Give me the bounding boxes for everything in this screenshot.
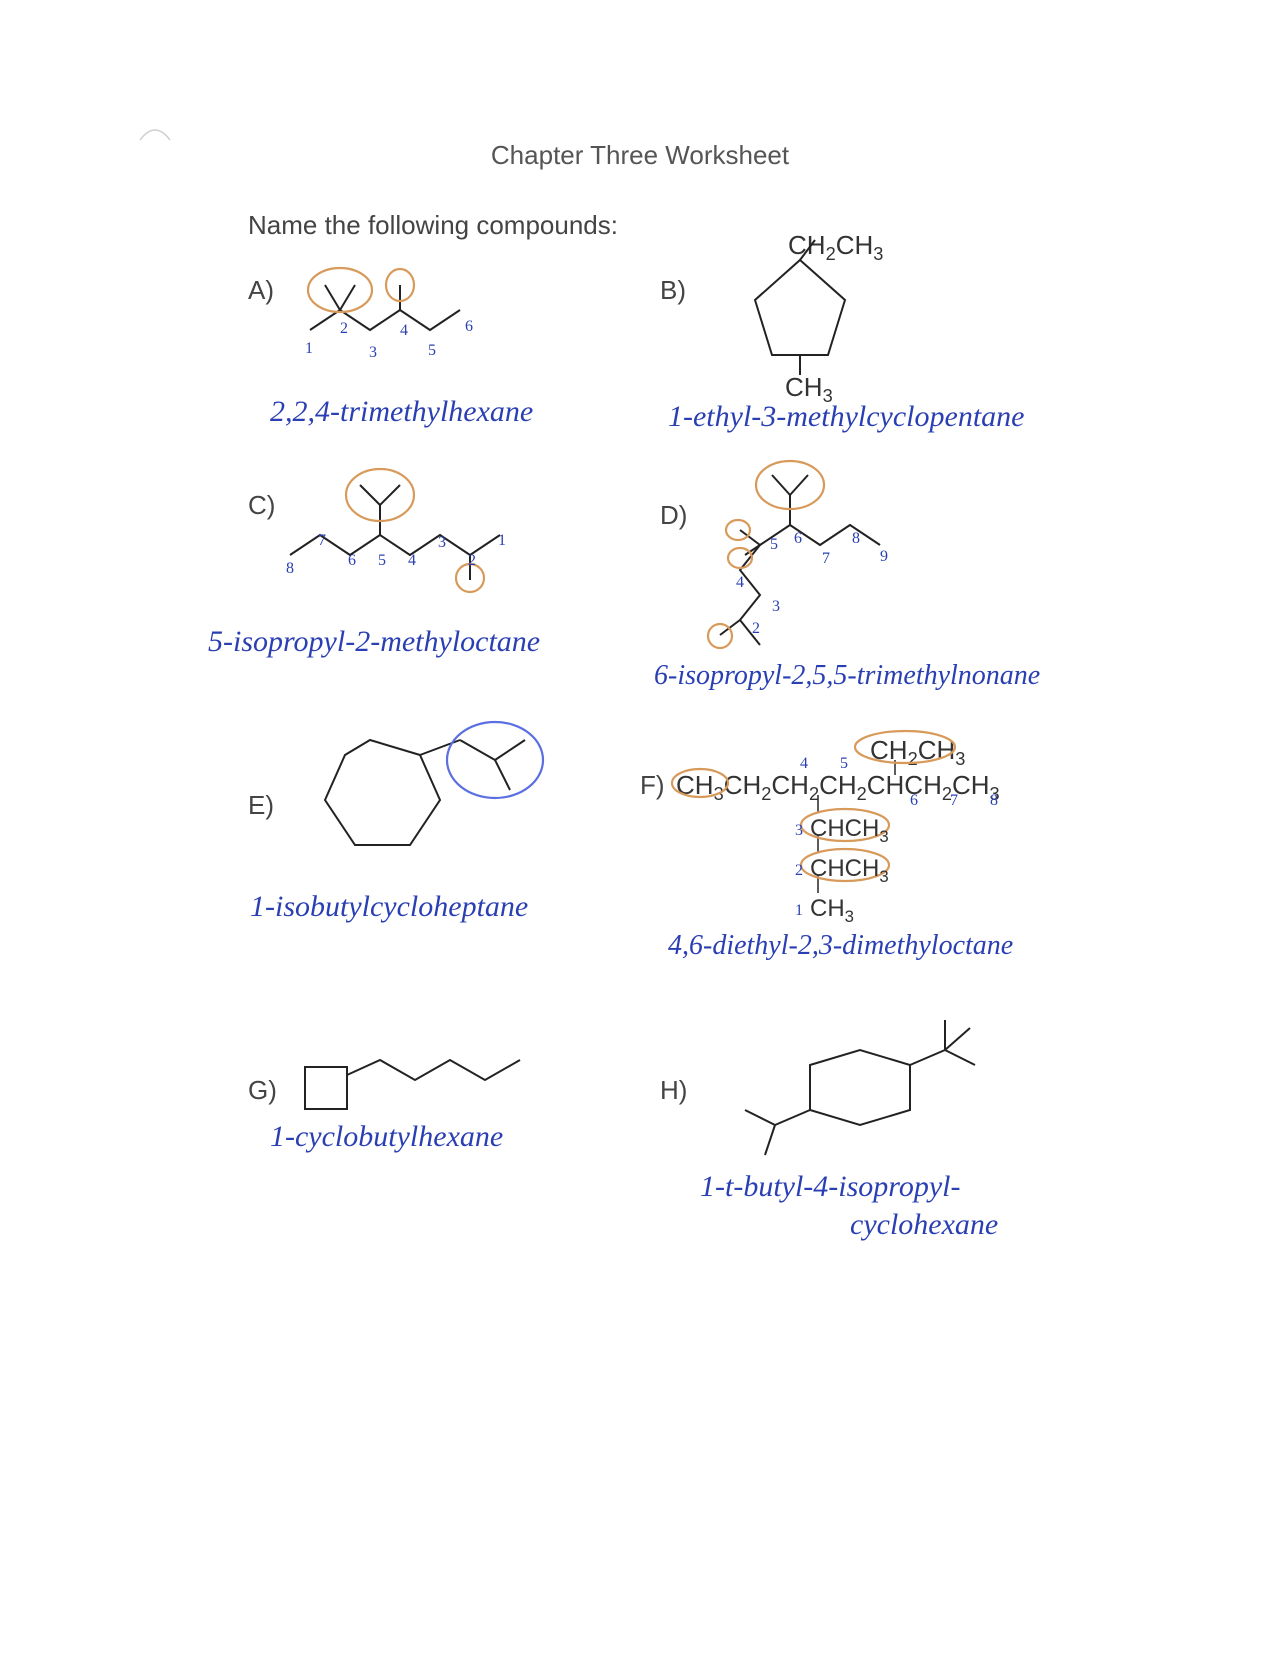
label-D: D)	[660, 500, 687, 531]
num-F4: 4	[800, 755, 808, 773]
answer-F: 4,6-diethyl-2,3-dimethyloctane	[668, 930, 1013, 962]
label-C: C)	[248, 490, 275, 521]
structure-E	[300, 720, 550, 890]
label-F: F)	[640, 770, 665, 801]
num-A2: 2	[340, 320, 348, 338]
num-C5: 5	[378, 552, 386, 570]
label-A: A)	[248, 275, 274, 306]
structure-D	[700, 450, 1000, 660]
num-C2: 2	[468, 552, 476, 570]
num-A3: 3	[369, 344, 377, 362]
num-C8: 8	[286, 560, 294, 578]
page-title: Chapter Three Worksheet	[0, 140, 1280, 171]
num-D4: 4	[736, 574, 744, 592]
num-D9: 9	[880, 548, 888, 566]
label-E: E)	[248, 790, 274, 821]
num-C6: 6	[348, 552, 356, 570]
num-F7: 7	[950, 792, 958, 810]
label-H: H)	[660, 1075, 687, 1106]
answer-H1: 1-t-butyl-4-isopropyl-	[700, 1170, 961, 1204]
answer-H2: cyclohexane	[850, 1208, 998, 1242]
num-D3: 3	[772, 598, 780, 616]
num-F2: 2	[795, 862, 803, 880]
structure-G	[300, 1045, 560, 1125]
num-F3: 3	[795, 822, 803, 840]
num-A5: 5	[428, 342, 436, 360]
num-D6: 6	[794, 530, 802, 548]
num-A1: 1	[305, 340, 313, 358]
num-C4: 4	[408, 552, 416, 570]
num-C3: 3	[438, 534, 446, 552]
structure-B	[720, 255, 880, 385]
formula-F-l3: CHCH3	[810, 855, 889, 887]
answer-B: 1-ethyl-3-methylcyclopentane	[668, 400, 1024, 434]
num-C7: 7	[318, 532, 326, 550]
label-G: G)	[248, 1075, 277, 1106]
formula-F-l4: CH3	[810, 895, 854, 927]
num-D8: 8	[852, 530, 860, 548]
structure-A	[300, 260, 530, 370]
answer-D: 6-isopropyl-2,5,5-trimethylnonane	[654, 660, 1040, 692]
num-F5: 5	[840, 755, 848, 773]
structure-H	[720, 1010, 1020, 1170]
answer-C: 5-isopropyl-2-methyloctane	[208, 625, 540, 659]
num-F6: 6	[910, 792, 918, 810]
num-F1: 1	[795, 902, 803, 920]
num-D7: 7	[822, 550, 830, 568]
num-A4: 4	[400, 322, 408, 340]
answer-A: 2,2,4-trimethylhexane	[270, 395, 533, 429]
formula-F-l2: CHCH3	[810, 815, 889, 847]
worksheet-page: Chapter Three Worksheet Name the followi…	[0, 0, 1280, 1656]
num-C1: 1	[498, 532, 506, 550]
label-B: B)	[660, 275, 686, 306]
num-D2: 2	[752, 620, 760, 638]
num-D5: 5	[770, 536, 778, 554]
answer-G: 1-cyclobutylhexane	[270, 1120, 503, 1154]
num-A6: 6	[465, 318, 473, 336]
num-F8: 8	[990, 792, 998, 810]
answer-E: 1-isobutylcycloheptane	[250, 890, 528, 924]
instructions: Name the following compounds:	[248, 210, 618, 241]
